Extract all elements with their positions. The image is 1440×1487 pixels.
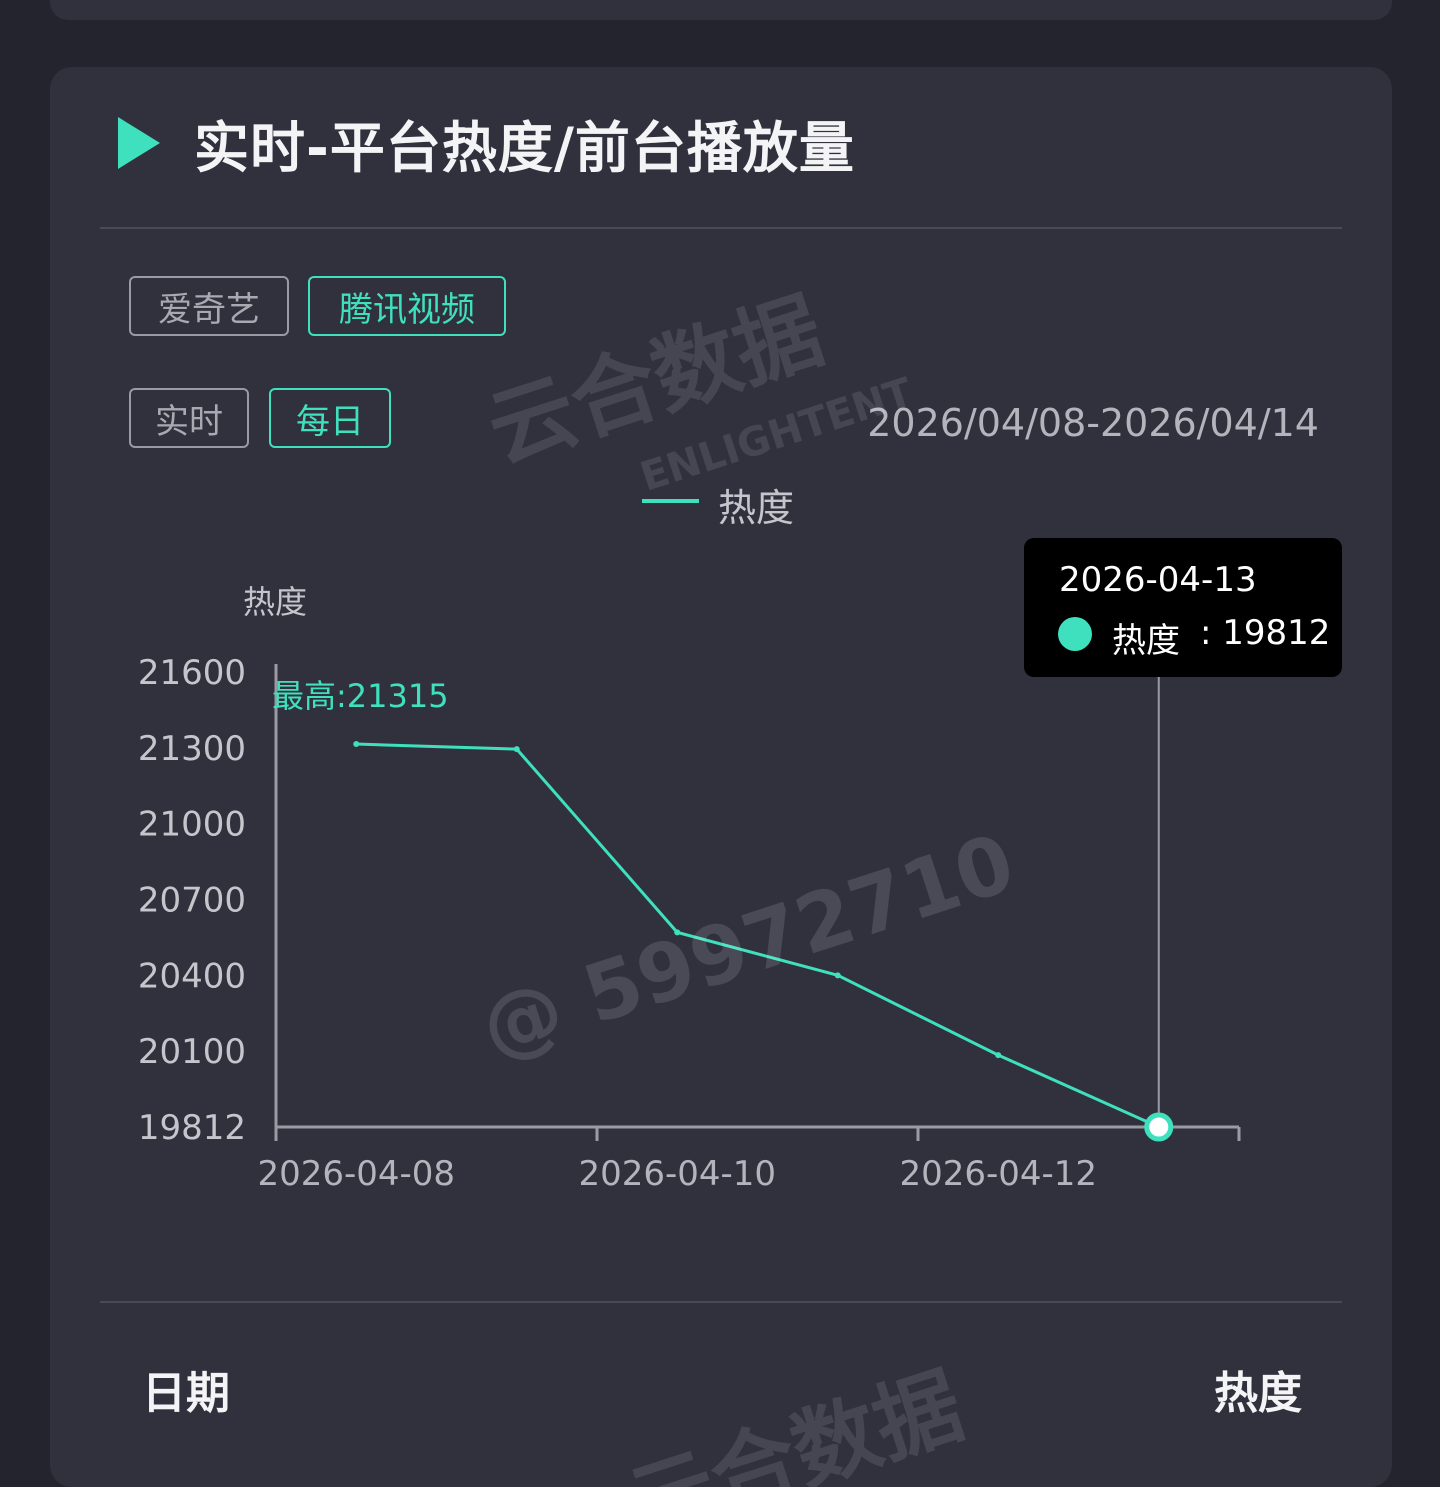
y-tick-label: 21600 bbox=[138, 653, 246, 693]
tooltip-series-dot bbox=[1058, 617, 1092, 651]
data-point bbox=[834, 972, 841, 979]
tooltip-date: 2026-04-13 bbox=[1059, 560, 1257, 600]
tooltip-series-name: 热度 bbox=[1112, 621, 1180, 661]
legend-label: 热度 bbox=[718, 486, 795, 530]
y-tick-label: 21000 bbox=[138, 805, 246, 845]
table-header-date: 日期 bbox=[142, 1368, 230, 1419]
panel-header: 实时-平台热度/前台播放量 bbox=[50, 67, 1392, 227]
tab-daily[interactable]: 每日 bbox=[269, 388, 391, 448]
data-point bbox=[674, 929, 681, 936]
y-tick-label: 20700 bbox=[138, 881, 246, 921]
x-tick-label: 2026-04-10 bbox=[578, 1154, 776, 1194]
chart-divider bbox=[100, 1301, 1342, 1303]
max-annotation-label: 最高:21315 bbox=[272, 677, 449, 715]
legend-line-marker bbox=[642, 499, 699, 503]
tab-tencent-video[interactable]: 腾讯视频 bbox=[308, 276, 506, 336]
realtime-heat-panel: 实时-平台热度/前台播放量 爱奇艺 腾讯视频 实时 每日 2026/04/08-… bbox=[50, 67, 1392, 1487]
panel-title: 实时-平台热度/前台播放量 bbox=[194, 116, 855, 180]
y-tick-label: 21300 bbox=[138, 729, 246, 769]
highlighted-data-point bbox=[1144, 1112, 1174, 1142]
table-header-heat: 热度 bbox=[1214, 1368, 1302, 1419]
date-range[interactable]: 2026/04/08-2026/04/14 bbox=[867, 401, 1319, 445]
data-point bbox=[353, 741, 360, 748]
heat-line-chart[interactable]: 21600213002100020700204002010019812热度202… bbox=[50, 527, 1392, 1227]
y-tick-label: 19812 bbox=[138, 1108, 246, 1148]
tooltip-value: : 19812 bbox=[1200, 613, 1331, 653]
header-divider bbox=[100, 227, 1342, 229]
tooltip-value-number: 19812 bbox=[1222, 613, 1331, 653]
tab-iqiyi[interactable]: 爱奇艺 bbox=[129, 276, 289, 336]
data-point bbox=[513, 746, 520, 753]
data-point bbox=[995, 1052, 1002, 1059]
table-header: 日期 热度 bbox=[50, 1357, 1392, 1427]
previous-card bbox=[50, 0, 1392, 20]
chart-tooltip: 2026-04-13 热度 : 19812 bbox=[1024, 538, 1342, 677]
x-tick-label: 2026-04-12 bbox=[899, 1154, 1097, 1194]
tab-realtime[interactable]: 实时 bbox=[129, 388, 249, 448]
y-tick-label: 20400 bbox=[138, 956, 246, 996]
y-tick-label: 20100 bbox=[138, 1032, 246, 1072]
watermark-brand: 云合数据 bbox=[476, 280, 835, 483]
x-tick-label: 2026-04-08 bbox=[257, 1154, 455, 1194]
play-triangle-icon bbox=[118, 117, 160, 169]
series-line-heat bbox=[356, 742, 1160, 1129]
y-axis-title: 热度 bbox=[243, 583, 307, 621]
